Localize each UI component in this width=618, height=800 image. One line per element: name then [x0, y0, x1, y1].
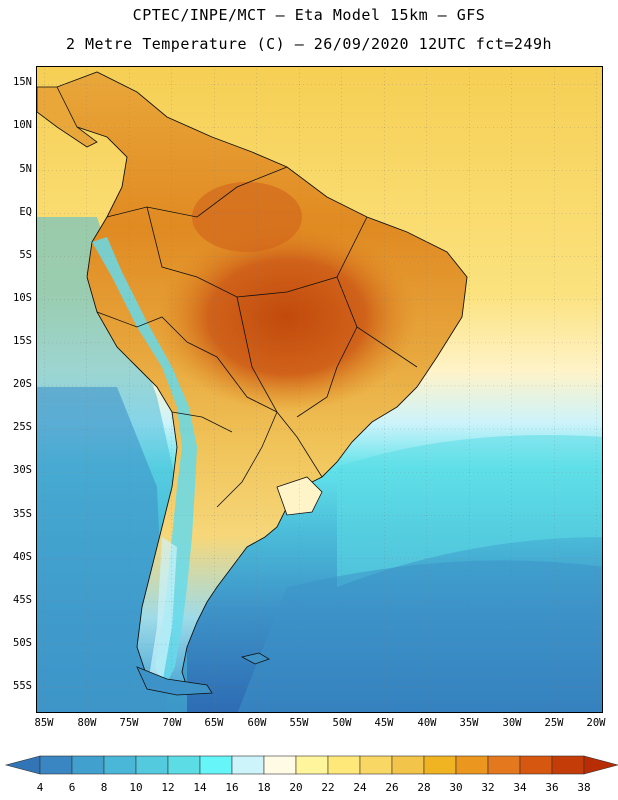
colorbar-arrow-low [4, 755, 41, 775]
lon-label: 20W [586, 717, 606, 729]
lat-label: 20S [13, 378, 32, 390]
colorbar-tick: 28 [417, 781, 431, 794]
colorbar-segment [103, 755, 137, 775]
colorbar-segment [263, 755, 297, 775]
lat-label: 15S [13, 335, 32, 347]
colorbar-tick: 38 [577, 781, 591, 794]
colorbar-tick: 26 [385, 781, 399, 794]
lat-label: 55S [13, 680, 32, 692]
colorbar-tick: 4 [36, 781, 44, 794]
colorbar-tick: 18 [257, 781, 271, 794]
lat-label: 30S [13, 464, 32, 476]
lon-label: 60W [247, 717, 267, 729]
lat-label: EQ [19, 206, 32, 218]
lat-label: 5S [19, 249, 32, 261]
colorbar-segment [39, 755, 73, 775]
colorbar-tick: 24 [353, 781, 367, 794]
colorbar-tick: 12 [161, 781, 175, 794]
colorbar-segment [327, 755, 361, 775]
graticule [37, 67, 602, 712]
lon-label: 55W [289, 717, 309, 729]
colorbar-segment [71, 755, 105, 775]
lon-label: 25W [544, 717, 564, 729]
lat-label: 35S [13, 508, 32, 520]
colorbar-tick: 14 [193, 781, 207, 794]
lon-label: 35W [459, 717, 479, 729]
colorbar-segment [359, 755, 393, 775]
map-title-line1: CPTEC/INPE/MCT — Eta Model 15km — GFS [132, 6, 486, 24]
lat-label: 15N [13, 76, 32, 88]
colorbar-tick: 30 [449, 781, 463, 794]
lon-label: 70W [162, 717, 182, 729]
colorbar-segment [455, 755, 489, 775]
colorbar-tick: 6 [68, 781, 76, 794]
colorbar-tick: 20 [289, 781, 303, 794]
colorbar-segment [423, 755, 457, 775]
colorbar-segment [135, 755, 169, 775]
colorbar-segment [199, 755, 233, 775]
lat-label: 40S [13, 551, 32, 563]
lon-label: 50W [332, 717, 352, 729]
lon-label: 30W [502, 717, 522, 729]
colorbar-segment [231, 755, 265, 775]
colorbar-segment [167, 755, 201, 775]
lon-label: 65W [204, 717, 224, 729]
lat-label: 25S [13, 421, 32, 433]
lat-label: 10N [13, 119, 32, 131]
colorbar-tick: 34 [513, 781, 527, 794]
colorbar-segment [391, 755, 425, 775]
map-title-line2: 2 Metre Temperature (C) — 26/09/2020 12U… [65, 35, 553, 53]
lon-label: 40W [417, 717, 437, 729]
colorbar-segment [295, 755, 329, 775]
lat-label: 10S [13, 292, 32, 304]
lon-label: 45W [374, 717, 394, 729]
colorbar-tick: 10 [129, 781, 143, 794]
lon-label: 75W [119, 717, 139, 729]
colorbar [4, 755, 618, 775]
colorbar-arrow-high [583, 755, 618, 775]
lon-label: 80W [77, 717, 97, 729]
lon-label: 85W [34, 717, 54, 729]
lat-label: 5N [19, 163, 32, 175]
colorbar-segment [487, 755, 521, 775]
colorbar-segment [519, 755, 553, 775]
colorbar-tick: 16 [225, 781, 239, 794]
temperature-map-frame[interactable] [36, 66, 603, 713]
colorbar-tick: 36 [545, 781, 559, 794]
lat-label: 50S [13, 637, 32, 649]
colorbar-tick: 32 [481, 781, 495, 794]
colorbar-segment [551, 755, 585, 775]
colorbar-tick: 22 [321, 781, 335, 794]
temperature-map [37, 67, 602, 712]
lat-label: 45S [13, 594, 32, 606]
colorbar-tick: 8 [100, 781, 108, 794]
